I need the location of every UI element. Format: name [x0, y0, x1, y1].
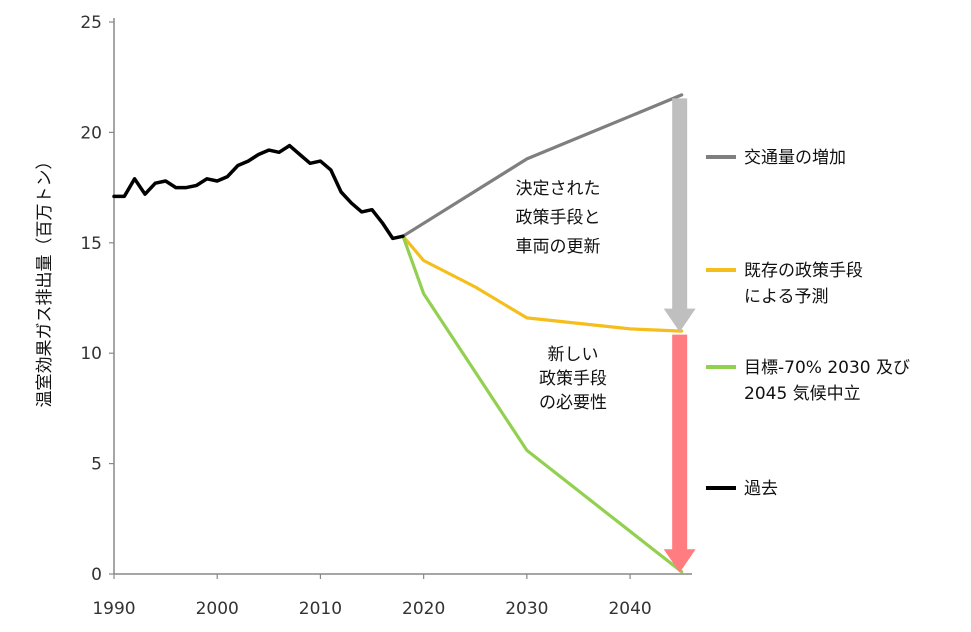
- legend-label: 交通量の増加: [744, 148, 846, 168]
- x-tick-label: 2030: [505, 599, 548, 619]
- legend-label: 過去: [744, 479, 778, 499]
- y-tick-label: 5: [91, 455, 102, 475]
- y-axis-label: 温室効果ガス排出量（百万トン）: [35, 153, 55, 408]
- y-tick-label: 15: [80, 234, 102, 254]
- y-tick-label: 20: [80, 123, 102, 143]
- series-line-4: [112, 143, 405, 241]
- gap-arrow-1: [663, 98, 696, 333]
- series-layer: [112, 93, 684, 574]
- legend-label: 目標-70% 2030 及び 2045 気候中立: [744, 358, 910, 404]
- annotation-2: 新しい政策手段の必要性: [539, 345, 607, 413]
- y-tick-label: 25: [80, 13, 102, 33]
- series-line-1: [401, 93, 684, 238]
- y-tick-label: 0: [91, 565, 102, 585]
- x-tick-label: 2040: [608, 599, 651, 619]
- annotation-1: 決定された政策手段と車両の更新: [516, 179, 601, 257]
- series-line-2: [401, 234, 684, 333]
- series-line-3: [401, 234, 684, 574]
- axes: 0 5 10 15 20 25 1990 2000 2010 2020 2030 2040: [80, 13, 692, 619]
- x-tick-label: 1990: [92, 599, 135, 619]
- legend-label: 既存の政策手段による予測: [744, 261, 863, 307]
- x-tick-label: 2010: [299, 599, 342, 619]
- gap-arrow-2: [663, 334, 696, 573]
- y-tick-label: 10: [80, 344, 102, 364]
- x-tick-label: 2020: [402, 599, 445, 619]
- x-tick-label: 2000: [196, 599, 239, 619]
- arrows-layer: [663, 98, 696, 573]
